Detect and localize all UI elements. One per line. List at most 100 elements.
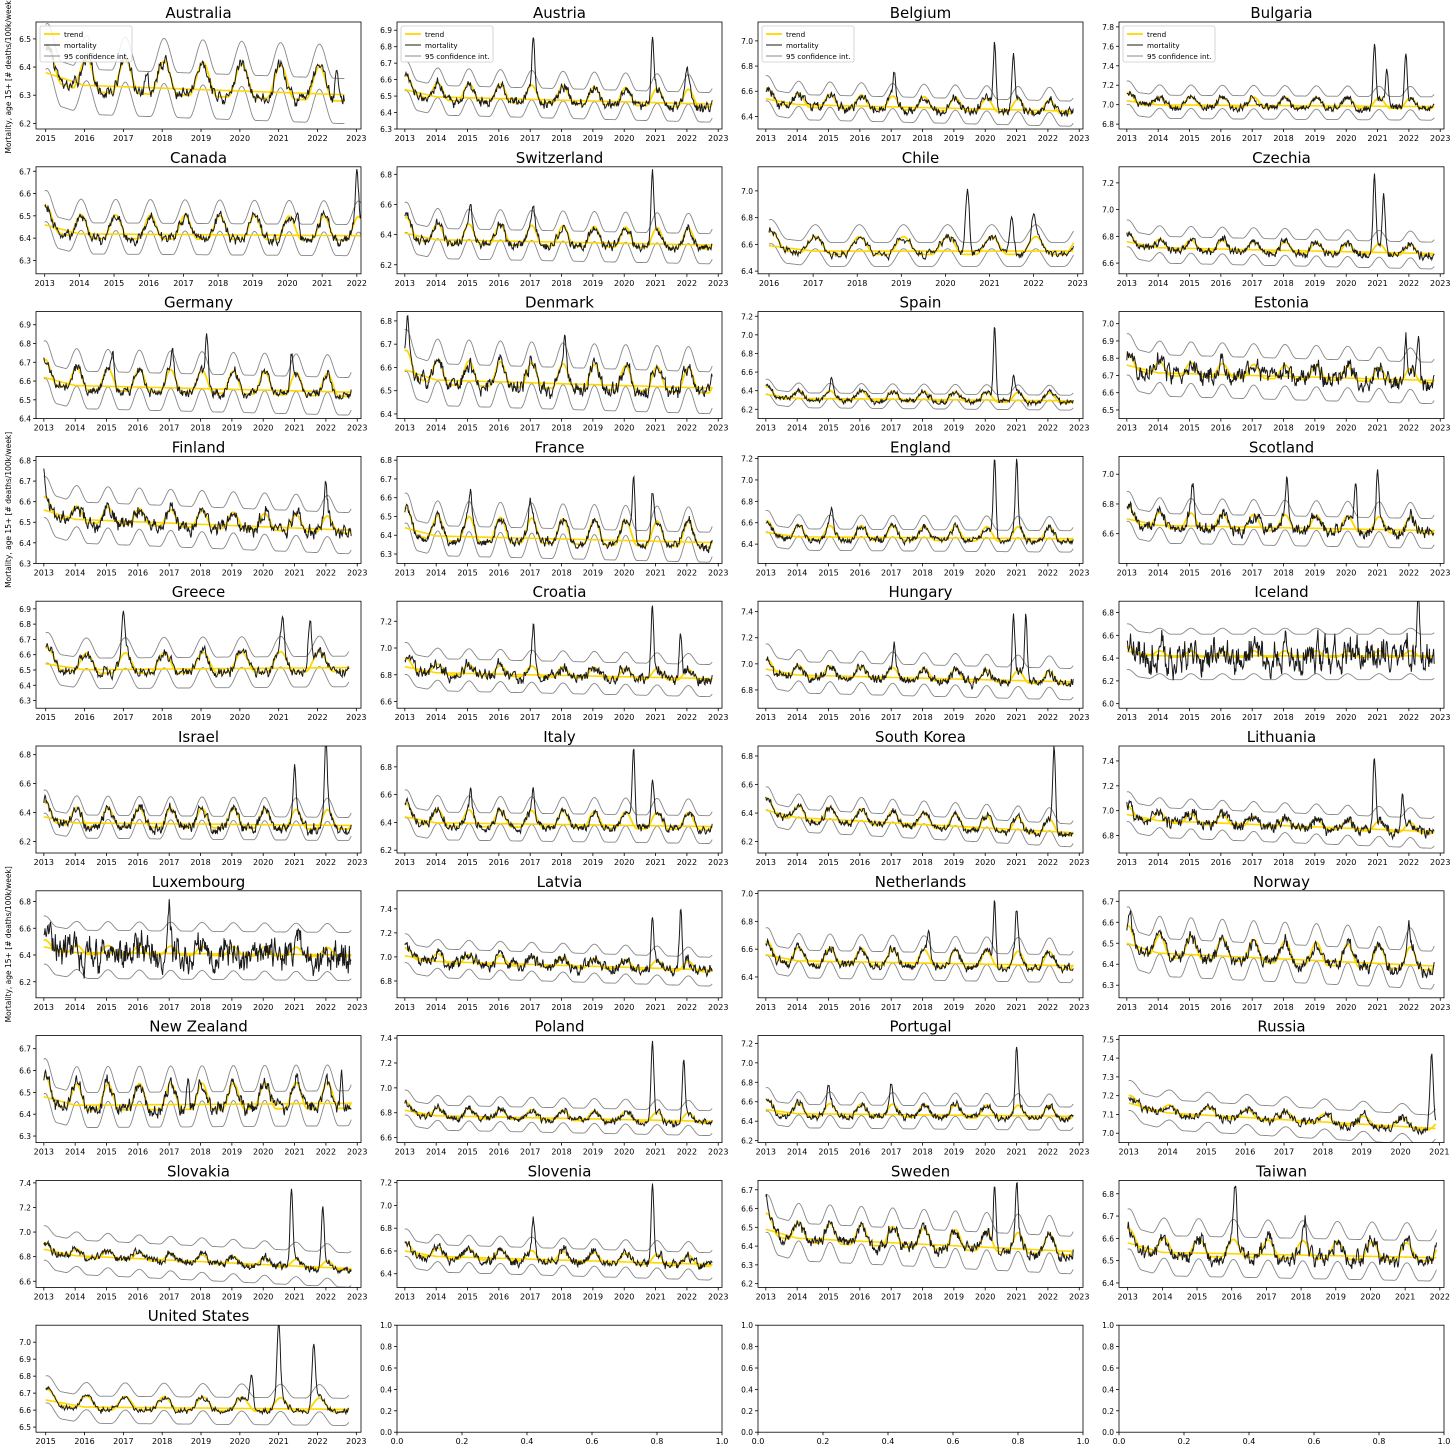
y-tick-label: 6.4 [19,1110,31,1119]
ci-lower-line [45,1402,350,1426]
x-tick-label: 2023 [708,279,728,288]
x-tick-label: 2018 [551,134,571,143]
x-tick-label: 2021 [1367,279,1387,288]
x-tick-label: 2017 [520,134,540,143]
x-tick-label: 2021 [1367,1003,1387,1012]
y-tick-label: 6.6 [741,87,753,96]
y-tick-label: 6.2 [1102,677,1114,686]
y-tick-label: 6.4 [19,681,31,690]
y-tick-label: 6.8 [741,62,753,71]
y-tick-label: 7.0 [1102,320,1114,329]
x-tick-label: 2022 [307,134,327,143]
x-tick-label: 2022 [677,1003,697,1012]
x-tick-label: 2019 [583,279,603,288]
y-tick-label: 6.8 [380,170,392,179]
x-tick-label: 2015 [818,134,838,143]
x-tick-label: 2019 [222,1148,242,1157]
y-tick-label: 6.6 [741,519,753,528]
legend-label: 95 confidence int. [425,52,490,61]
ci-lower-line [404,522,713,563]
x-tick-label: 2018 [847,279,867,288]
y-tick-label: 7.0 [1102,807,1114,816]
x-tick-label: 2013 [1119,1148,1139,1157]
x-tick-label: 2013 [756,713,776,722]
x-tick-label: 2018 [152,713,172,722]
x-tick-label: 0.2 [817,1437,830,1446]
y-tick-label: 6.4 [1102,654,1114,663]
panel-croatia: Croatia 2013 2014 2015 2016 2017 2018 2019 2020 2… [380,583,728,722]
y-tick-label: 6.2 [19,837,31,846]
ci-upper-line [1126,791,1435,819]
x-tick-label: 2016 [489,1003,509,1012]
panel-title: Slovakia [167,1162,230,1180]
y-tick-label: 7.0 [1102,206,1114,215]
x-tick-label: 2015 [818,568,838,577]
y-tick-label: 7.0 [741,890,753,899]
y-tick-label: 6.5 [1102,1257,1114,1266]
trend-line [765,531,1074,540]
x-tick-label: 2021 [1006,858,1026,867]
panel-iceland: Iceland 2013 2014 2015 2016 2017 2018 2019 2020 2… [1102,583,1450,722]
x-tick-label: 2022 [1038,1003,1058,1012]
x-tick-label: 2019 [891,279,911,288]
y-tick-label: 6.3 [380,550,392,559]
x-tick-label: 2013 [395,858,415,867]
x-tick-label: 2018 [551,1003,571,1012]
x-tick-label: 0.2 [456,1437,469,1446]
mortality-line [1127,1185,1437,1270]
x-tick-label: 2016 [1211,713,1231,722]
x-tick-label: 2020 [975,424,995,433]
ci-upper-line [765,1194,1074,1237]
x-tick-label: 2014 [787,134,807,143]
x-tick-label: 2013 [1117,134,1137,143]
y-tick-label: 6.7 [19,358,31,367]
trend-line [404,232,713,246]
x-tick-label: 2017 [159,1292,179,1301]
x-tick-label: 2014 [426,1292,446,1301]
x-tick-label: 2022 [1023,279,1043,288]
x-tick-label: 2020 [1360,1292,1380,1301]
x-tick-label: 2016 [1211,279,1231,288]
x-tick-label: 2020 [614,568,634,577]
mortality-line [404,748,713,836]
x-tick-label: 2013 [1117,858,1137,867]
y-axis-label: Mortality, age 15+ [# deaths/100k/week] [4,866,13,1022]
trend-line [43,509,352,531]
y-tick-label: 6.4 [19,234,31,243]
x-tick-label: 2022 [1038,713,1058,722]
panel-latvia: Latvia 2013 2014 2015 2016 2017 2018 2019 2020 20… [380,873,728,1012]
panel-netherlands: Netherlands 2013 2014 2015 2016 2017 2018 2019 2… [741,873,1089,1012]
x-tick-label: 2015 [36,713,56,722]
y-tick-label: 6.6 [19,651,31,660]
panel-poland: Poland 2013 2014 2015 2016 2017 2018 2019 2020 20… [380,1018,728,1157]
mortality-line [765,327,1074,408]
y-tick-label: 6.4 [19,63,31,72]
y-tick-label: 7.2 [1102,782,1114,791]
panel-greece: Greece 2015 2016 2017 2018 2019 2020 2021 2022 20… [19,583,366,722]
y-tick-label: 6.2 [19,978,31,987]
panel-title: Lithuania [1247,728,1316,746]
axes-frame [1118,1035,1445,1143]
panel-title: Chile [902,149,940,167]
x-tick-label: 2023 [1430,713,1450,722]
x-tick-label: 2023 [1069,1148,1089,1157]
axes-frame [1118,890,1445,999]
x-tick-label: 2017 [881,1003,901,1012]
y-tick-label: 6.2 [741,1280,753,1289]
trend-line [1126,518,1435,532]
x-tick-label: 2022 [347,279,367,288]
x-tick-label: 2014 [65,1292,85,1301]
mortality-line [404,314,713,399]
x-tick-label: 2019 [1305,279,1325,288]
y-tick-label: 0.4 [1102,1385,1114,1394]
x-tick-label: 0.4 [1243,1437,1256,1446]
x-tick-label: 2023 [708,713,728,722]
x-tick-label: 2015 [96,568,116,577]
x-tick-label: 2021 [284,1003,304,1012]
y-tick-label: 6.6 [19,1067,31,1076]
x-tick-label: 0.6 [586,1437,599,1446]
y-tick-label: 6.4 [19,415,31,424]
x-tick-label: 2022 [316,568,336,577]
x-tick-label: 2022 [1038,1292,1058,1301]
ci-upper-line [765,75,1074,102]
